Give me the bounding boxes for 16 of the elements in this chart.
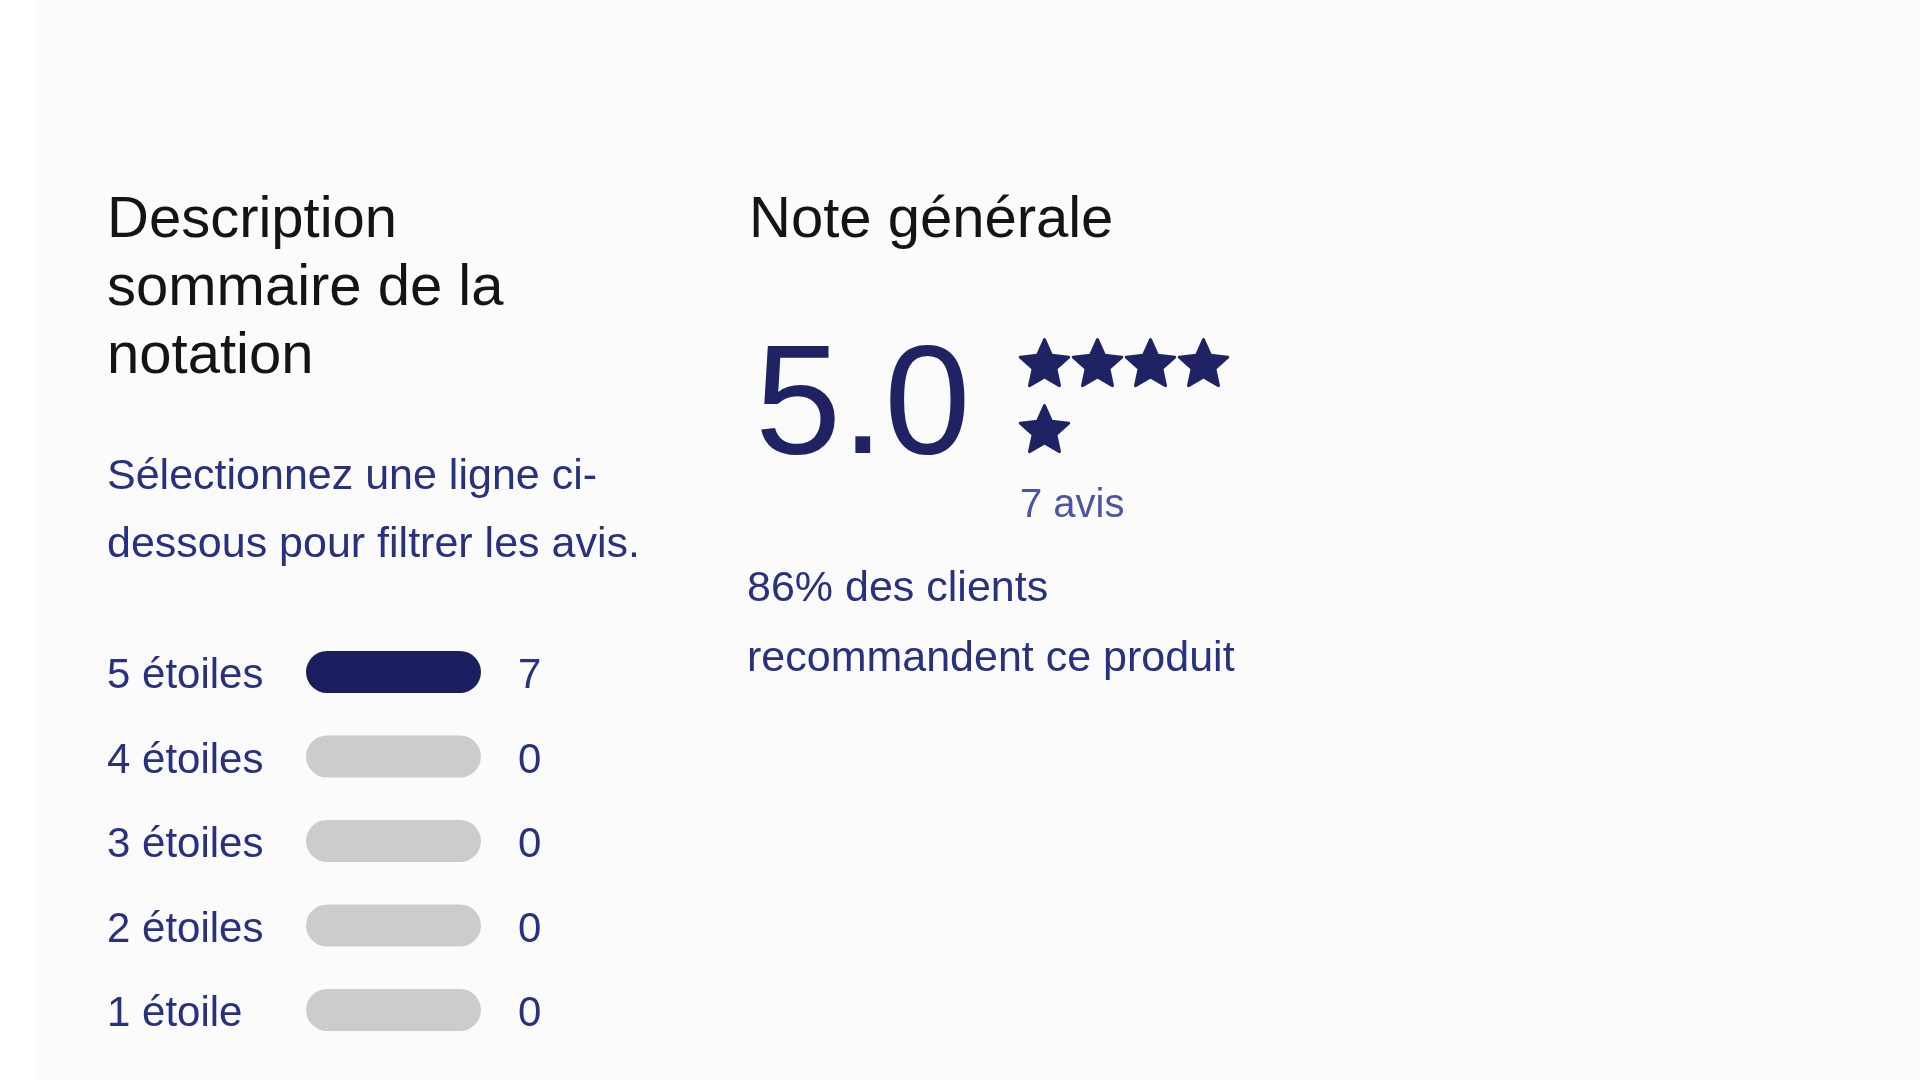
data-label: 0 [518, 988, 542, 1035]
y-tick-label: 2 étoiles [107, 903, 264, 951]
chart-subtitle: Sélectionnez une ligne ci-dessous pour filtrer les avis. [107, 450, 640, 566]
data-label: 5.0 [755, 313, 971, 486]
data-label: 0 [518, 819, 542, 866]
data-label: 7 [518, 650, 542, 697]
y-tick-label: 4 étoiles [107, 734, 264, 782]
data-label: 0 [518, 734, 542, 782]
y-tick-label: 1 étoile [107, 988, 243, 1035]
chart-title: Description sommaire de la notation [107, 184, 505, 385]
y-tick-label: 3 étoiles [107, 819, 264, 866]
data-label: 0 [518, 903, 542, 951]
y-tick-label: 5 étoiles [107, 650, 264, 697]
text: Note générale [749, 184, 1114, 249]
text: 7 avis [1020, 481, 1125, 525]
text: 86% des clients recommandent ce produit [747, 562, 1235, 680]
